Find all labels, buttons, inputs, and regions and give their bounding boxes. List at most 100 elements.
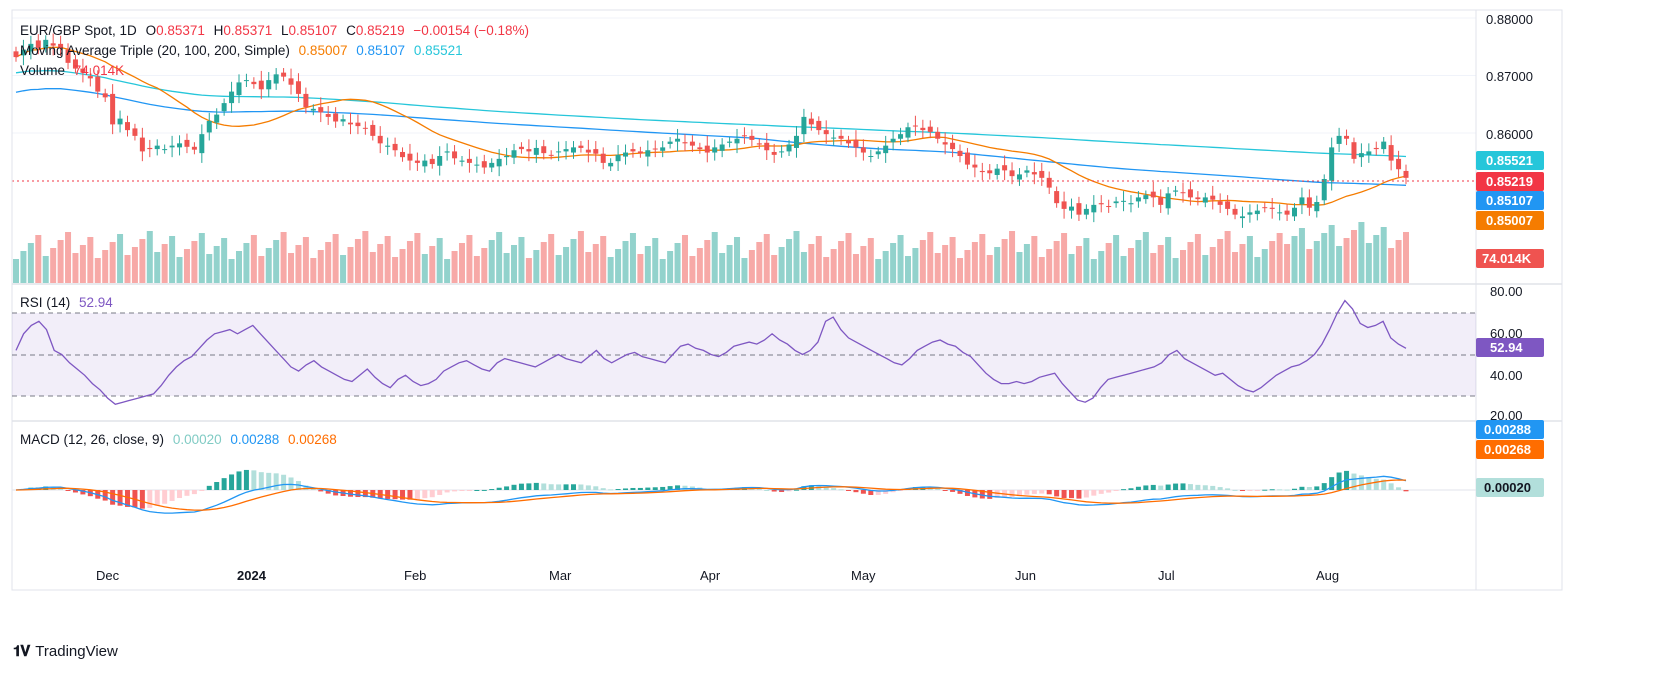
candle-body xyxy=(295,81,301,94)
volume-bar xyxy=(912,248,919,283)
macd-hist-bar xyxy=(1150,484,1156,490)
macd-hist-bar xyxy=(1121,489,1127,491)
brand-label: TradingView xyxy=(35,643,118,660)
volume-bar xyxy=(191,241,198,283)
macd-hist-bar xyxy=(251,470,257,490)
candle-body xyxy=(1046,177,1052,188)
volume-bar xyxy=(1194,234,1201,283)
x-tick-2024: 2024 xyxy=(237,568,267,583)
volume-bar xyxy=(808,244,815,283)
candle-body xyxy=(72,59,78,69)
candle-body xyxy=(570,147,576,153)
macd-hist-bar xyxy=(229,474,235,490)
hist-badge xyxy=(1476,478,1544,497)
macd-hist-bar xyxy=(72,490,78,493)
candle-body xyxy=(1069,206,1075,211)
macd-hist-bar xyxy=(1277,489,1283,491)
volume-bar xyxy=(1246,236,1253,283)
symbol-title[interactable]: EUR/GBP Spot, 1D xyxy=(20,23,137,38)
candle-body xyxy=(920,127,926,131)
macd-hist-bar xyxy=(162,490,168,504)
volume-bar xyxy=(273,240,280,283)
macd-hist-bar xyxy=(608,489,614,491)
macd-hist-bar xyxy=(362,490,368,498)
volume-bar xyxy=(622,241,629,283)
candle-body xyxy=(229,91,235,104)
volume-bar xyxy=(354,239,361,283)
candle-body xyxy=(1336,135,1342,144)
macd-hist-bar xyxy=(147,490,153,508)
volume-bar xyxy=(340,255,347,283)
candle-body xyxy=(890,138,896,143)
volume-bar xyxy=(1217,239,1224,283)
candle-body xyxy=(883,145,889,154)
volume-legend-label[interactable]: Volume xyxy=(20,63,66,78)
candle-body xyxy=(518,146,524,150)
volume-bar xyxy=(1380,227,1387,283)
volume-bar xyxy=(392,257,399,283)
volume-bar xyxy=(1306,249,1313,283)
macd-hist-bar xyxy=(942,490,948,491)
candle-body xyxy=(80,68,86,73)
ma200-line xyxy=(15,69,1407,158)
volume-bar xyxy=(741,258,748,283)
volume-bar xyxy=(131,247,138,283)
macd-hist-bar xyxy=(325,490,331,494)
volume-bar xyxy=(35,235,42,283)
candle-body xyxy=(756,143,762,145)
macd-hist-bar xyxy=(563,484,569,490)
volume-bar xyxy=(1135,240,1142,283)
macd-hist-bar xyxy=(883,490,889,494)
candle-body xyxy=(927,126,933,132)
candle-body xyxy=(132,128,138,136)
volume-bar xyxy=(124,255,131,283)
volume-bar xyxy=(525,258,532,283)
volume-bar xyxy=(1023,244,1030,283)
signal-badge xyxy=(1476,440,1544,459)
volume-bar xyxy=(1031,236,1038,283)
candle-body xyxy=(1031,172,1037,175)
rsi-legend-label[interactable]: RSI (14) xyxy=(20,295,71,310)
ma-legend-label[interactable]: Moving Average Triple (20, 100, 200, Sim… xyxy=(20,43,290,58)
macd-legend-label[interactable]: MACD (12, 26, close, 9) xyxy=(20,432,165,447)
candle-body xyxy=(58,43,64,48)
candle-body xyxy=(273,74,279,84)
macd-hist-bar xyxy=(1306,486,1312,490)
ma20-value: 0.85007 xyxy=(298,43,348,58)
candle-body xyxy=(1009,170,1015,177)
x-tick-feb: Feb xyxy=(404,568,426,583)
candle-body xyxy=(1202,197,1208,203)
candle-body xyxy=(1180,192,1186,194)
macd-hist-bar xyxy=(273,473,279,490)
volume-bar xyxy=(637,254,644,283)
macd-hist-bar xyxy=(1091,490,1097,496)
volume-bar xyxy=(481,248,488,283)
volume-bar xyxy=(466,235,473,283)
candle-body xyxy=(266,80,272,90)
volume-bar xyxy=(1403,232,1409,283)
macd-hist-bar xyxy=(994,490,1000,498)
candle-body xyxy=(370,124,376,136)
volume-bar xyxy=(852,254,859,283)
candle-body xyxy=(50,43,56,46)
candle-body xyxy=(199,134,205,154)
candle-body xyxy=(868,156,874,157)
volume-bar xyxy=(540,242,547,283)
volume-bar xyxy=(615,249,622,283)
volume-bar xyxy=(1120,256,1127,283)
candle-body xyxy=(1247,212,1253,215)
volume-bar xyxy=(117,234,124,283)
macd-hist-bar xyxy=(556,484,562,490)
rsi-line xyxy=(15,299,1407,406)
volume-bar xyxy=(50,248,57,283)
volume-bar xyxy=(756,242,763,283)
macd-hist-bar xyxy=(444,490,450,493)
candle-body xyxy=(1054,191,1060,204)
macd-hist-bar xyxy=(318,490,324,492)
volume-bar xyxy=(1113,235,1120,283)
tradingview-brand[interactable]: 𝟏𝐕 TradingView xyxy=(13,643,118,660)
volume-bar xyxy=(362,231,369,283)
macd-hist-bar xyxy=(281,474,287,490)
volume-bar xyxy=(1395,240,1402,283)
macd-hist-bar xyxy=(154,490,160,506)
